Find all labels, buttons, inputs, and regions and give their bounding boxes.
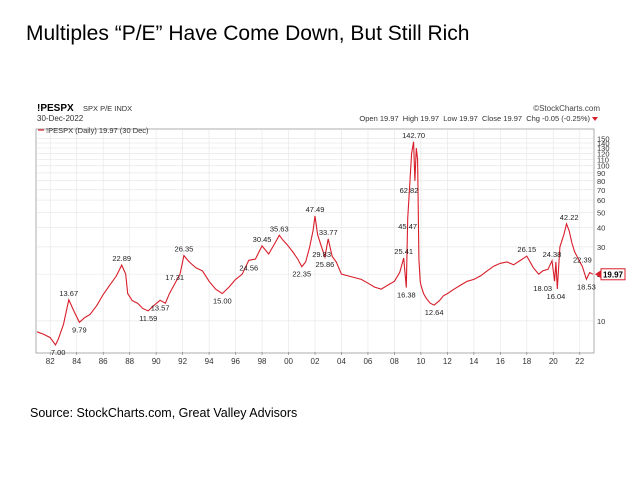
x-tick-label: 82 xyxy=(46,357,55,366)
peak-label: 18.53 xyxy=(577,282,596,291)
symbol-label: !PESPX xyxy=(37,103,74,114)
last-value-marker: 19.97 xyxy=(595,268,626,281)
y-tick-label: 40 xyxy=(597,223,605,232)
peak-label: 11.59 xyxy=(139,314,157,323)
peak-label: 24.38 xyxy=(543,250,562,259)
x-tick-label: 06 xyxy=(363,357,372,366)
symbol-desc: SPX P/E INDX xyxy=(83,104,132,113)
x-tick-label: 92 xyxy=(178,357,187,366)
x-axis: 82 84 86 88 90 92 94 96 98 00 02 04 06 08 10 12 14 16 18 20… xyxy=(46,352,585,366)
peak-label: 17.31 xyxy=(165,273,184,282)
peak-label: 13.57 xyxy=(151,303,170,312)
x-tick-label: 98 xyxy=(258,357,267,366)
peak-label: 12.64 xyxy=(425,308,444,317)
peak-label: 16.38 xyxy=(397,291,416,300)
peak-label: 47.49 xyxy=(306,205,325,214)
peak-label: 45.47 xyxy=(398,222,417,231)
y-tick-label: 50 xyxy=(597,208,605,217)
credit-label: ©StockCharts.com xyxy=(533,104,600,113)
legend-label: !PESPX (Daily) 19.97 (30 Dec) xyxy=(46,126,149,135)
ohlc-label: Open 19.97 High 19.97 Low 19.97 Close 19… xyxy=(359,114,590,123)
x-tick-label: 04 xyxy=(337,357,346,366)
series-line xyxy=(36,141,594,346)
x-tick-label: 08 xyxy=(390,357,399,366)
chg-down-icon xyxy=(592,117,598,121)
peak-label: 30.45 xyxy=(253,235,272,244)
y-tick-label: 100 xyxy=(597,162,610,171)
peak-label: 13.67 xyxy=(59,289,78,298)
peak-label: 25.41 xyxy=(394,247,413,256)
peak-label: 35.63 xyxy=(270,224,289,233)
annotations: 7.00 13.67 9.79 22.89 11.59 13.57 17.31 26.35 15… xyxy=(51,131,596,357)
y-axis: 102030405060708090100110120130140150 xyxy=(597,134,610,325)
x-tick-label: 22 xyxy=(575,357,584,366)
x-tick-label: 16 xyxy=(496,357,505,366)
peak-label: 22.39 xyxy=(573,256,592,265)
y-tick-label: 120 xyxy=(597,149,610,158)
peak-label: 62.82 xyxy=(400,186,419,195)
y-tick-label: 90 xyxy=(597,169,605,178)
peak-label: 15.00 xyxy=(213,297,232,306)
x-tick-label: 12 xyxy=(443,357,452,366)
x-tick-label: 00 xyxy=(284,357,293,366)
x-tick-label: 90 xyxy=(152,357,161,366)
peak-label: 18.03 xyxy=(533,284,552,293)
peak-label: 22.89 xyxy=(112,254,131,263)
x-tick-label: 86 xyxy=(99,357,108,366)
peak-label: 9.79 xyxy=(72,325,87,334)
y-tick-label: 80 xyxy=(597,177,605,186)
peak-label: 26.15 xyxy=(517,245,536,254)
x-tick-label: 14 xyxy=(469,357,478,366)
x-tick-label: 94 xyxy=(205,357,214,366)
x-tick-label: 84 xyxy=(72,357,81,366)
peak-label: 22.35 xyxy=(292,270,311,279)
x-tick-label: 10 xyxy=(416,357,425,366)
slide-title: Multiples “P/E” Have Come Down, But Stil… xyxy=(26,22,470,45)
y-tick-label: 110 xyxy=(597,155,609,164)
y-tick-label: 150 xyxy=(597,134,610,143)
peak-label: 33.77 xyxy=(319,228,338,237)
last-value-label: 19.97 xyxy=(603,270,624,279)
x-tick-label: 88 xyxy=(125,357,134,366)
peak-label: 29.83 xyxy=(312,250,331,259)
date-label: 30-Dec-2022 xyxy=(37,114,84,123)
peak-label: 16.04 xyxy=(547,292,566,301)
x-tick-label: 02 xyxy=(311,357,320,366)
peak-label: 24.56 xyxy=(239,263,258,272)
x-tick-label: 20 xyxy=(549,357,558,366)
peak-label: 142.70 xyxy=(402,131,425,140)
y-tick-label: 140 xyxy=(597,139,610,148)
y-tick-label: 60 xyxy=(597,196,605,205)
y-tick-label: 130 xyxy=(597,144,610,153)
peak-label: 42.22 xyxy=(560,213,579,222)
peak-label: 26.35 xyxy=(175,245,194,254)
peak-label: 7.00 xyxy=(51,348,66,357)
y-tick-label: 70 xyxy=(597,186,605,195)
peak-label: 25.86 xyxy=(316,260,335,269)
y-tick-label: 10 xyxy=(597,317,605,326)
x-tick-label: 18 xyxy=(522,357,531,366)
x-tick-label: 96 xyxy=(231,357,240,366)
y-tick-label: 30 xyxy=(597,243,605,252)
grid xyxy=(37,130,593,352)
source-note: Source: StockCharts.com, Great Valley Ad… xyxy=(30,406,298,420)
